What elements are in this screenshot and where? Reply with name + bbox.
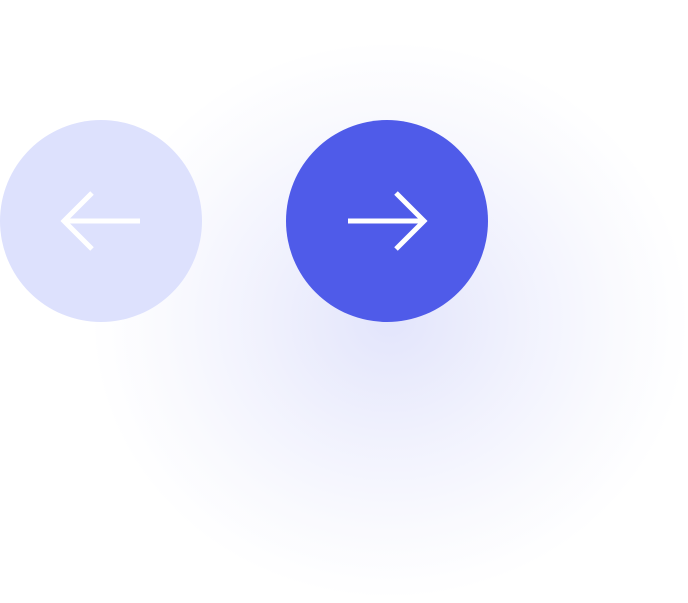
next-button[interactable] — [286, 120, 488, 322]
arrow-right-icon — [346, 190, 428, 252]
arrow-left-icon — [60, 190, 142, 252]
previous-button[interactable] — [0, 120, 202, 322]
